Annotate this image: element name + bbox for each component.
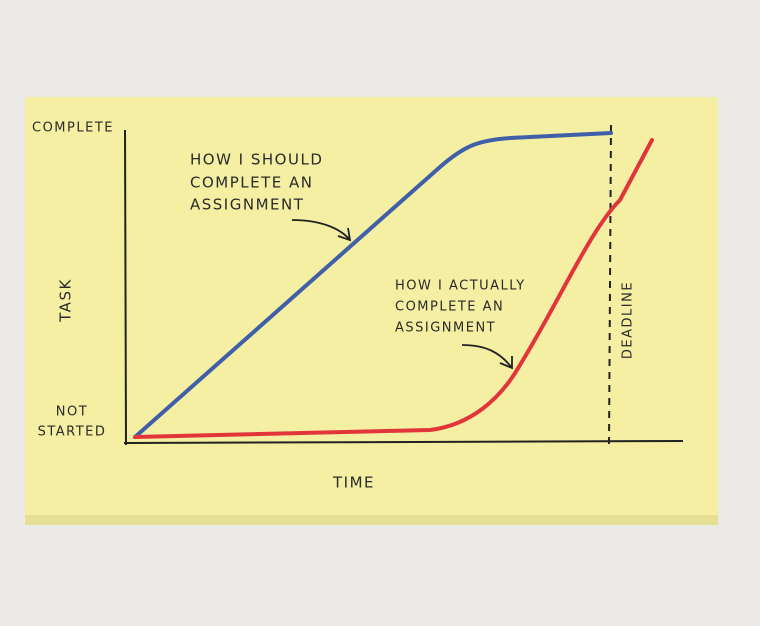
y-bottom-label: NOT	[56, 405, 88, 420]
y-bottom-label: STARTED	[38, 425, 107, 440]
annotation-line: ASSIGNMENT	[395, 321, 496, 336]
note-edge	[25, 515, 718, 525]
actual-curve	[133, 138, 654, 439]
sticky-note	[25, 97, 718, 525]
deadline-label: DEADLINE	[621, 281, 636, 359]
arrow	[461, 344, 513, 370]
y-top-label: COMPLETE	[32, 121, 114, 136]
deadline-line	[608, 124, 612, 446]
annotation-line: HOW I ACTUALLY	[395, 279, 526, 294]
x-axis-title: TIME	[332, 474, 375, 492]
arrow	[291, 219, 352, 242]
y-axis-title: TASK	[57, 278, 75, 323]
y-axis	[124, 129, 127, 446]
annotation-line: HOW I SHOULD	[190, 151, 323, 169]
annotation-line: COMPLETE AN	[395, 300, 504, 315]
annotation-line: COMPLETE AN	[190, 174, 314, 192]
x-axis	[123, 440, 684, 444]
should-curve	[133, 131, 613, 439]
annotation-line: ASSIGNMENT	[190, 196, 304, 214]
